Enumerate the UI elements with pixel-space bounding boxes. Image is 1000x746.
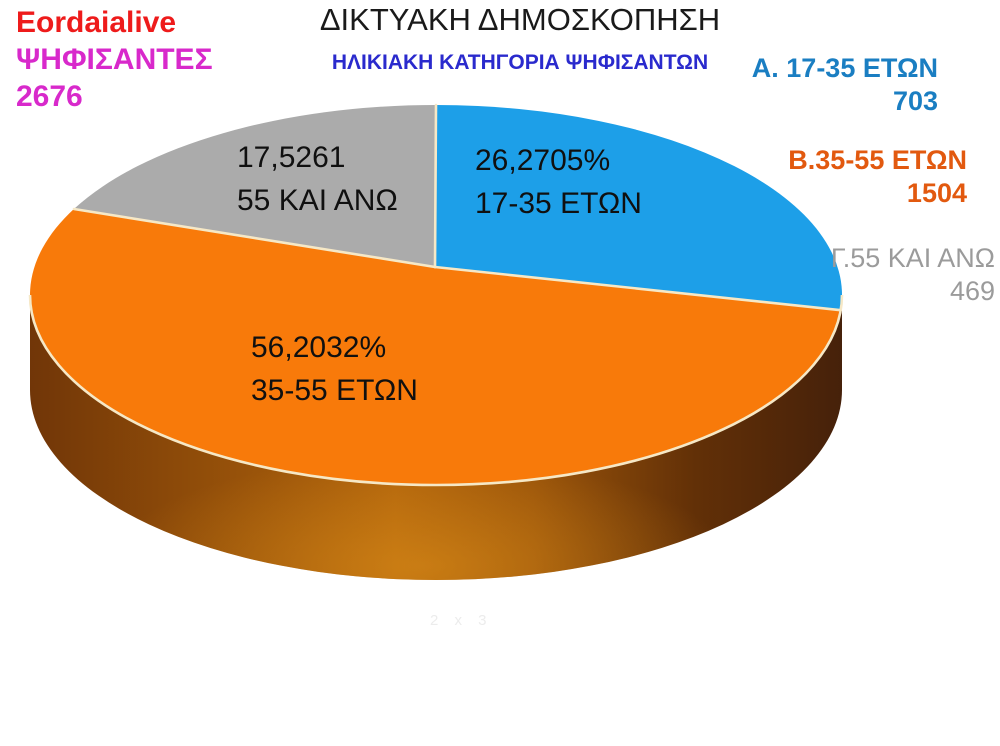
slice-label-range: 17-35 ΕΤΩΝ — [475, 187, 642, 220]
legend-value: 703 — [892, 86, 938, 116]
chart-title: ΔΙΚΤΥΑΚΗ ΔΗΜΟΣΚΟΠΗΣΗ — [319, 2, 721, 37]
slice-label-range: 55 ΚΑΙ ΑΝΩ — [237, 184, 398, 217]
legend-value: 1504 — [906, 178, 967, 208]
legend-item-55-plus: Γ.55 ΚΑΙ ΑΝΩ 469 — [831, 242, 995, 308]
pie-divider-line — [433, 103, 438, 269]
legend-item-35-55: Β.35-55 ΕΤΩΝ 1504 — [788, 144, 967, 210]
pie-slice-A — [435, 105, 843, 311]
pie-divider-line — [72, 207, 437, 269]
slice-label-percent: 17,5261 — [237, 141, 346, 174]
slice-label-17-35: 26,2705% 17-35 ΕΤΩΝ — [475, 139, 642, 225]
legend-value: 469 — [949, 276, 995, 306]
pie-side-wall-glow — [30, 295, 842, 580]
pie-slice-B — [30, 209, 841, 485]
slice-label-range: 35-55 ΕΤΩΝ — [251, 374, 418, 407]
legend-label: Β.35-55 ΕΤΩΝ — [788, 145, 967, 175]
legend-label: Α. 17-35 ΕΤΩΝ — [751, 53, 938, 83]
slice-label-35-55: 56,2032% 35-55 ΕΤΩΝ — [251, 326, 418, 412]
slice-label-percent: 56,2032% — [251, 331, 387, 364]
branding-block: Eordaialive ΨΗΦΙΣΑΝΤΕΣ 2676 — [16, 4, 213, 115]
pie-slice-C — [73, 105, 437, 267]
voters-label: ΨΗΦΙΣΑΝΤΕΣ — [16, 43, 213, 76]
site-name: Eordaialive — [16, 6, 177, 39]
legend-label: Γ.55 ΚΑΙ ΑΝΩ — [830, 243, 995, 273]
voters-count: 2676 — [16, 80, 83, 113]
chart-subtitle: ΗΛΙΚΙΑΚΗ ΚΑΤΗΓΟΡΙΑ ΨΗΦΙΣΑΝΤΩΝ — [331, 51, 709, 74]
pie-divider-line — [433, 265, 843, 312]
slice-label-55-plus: 17,5261 55 ΚΑΙ ΑΝΩ — [237, 136, 398, 222]
slice-label-percent: 26,2705% — [475, 144, 611, 177]
pie-front-rim-line — [28, 294, 844, 487]
legend-item-17-35: Α. 17-35 ΕΤΩΝ 703 — [752, 52, 938, 118]
watermark: 2 x 3 — [430, 612, 493, 629]
